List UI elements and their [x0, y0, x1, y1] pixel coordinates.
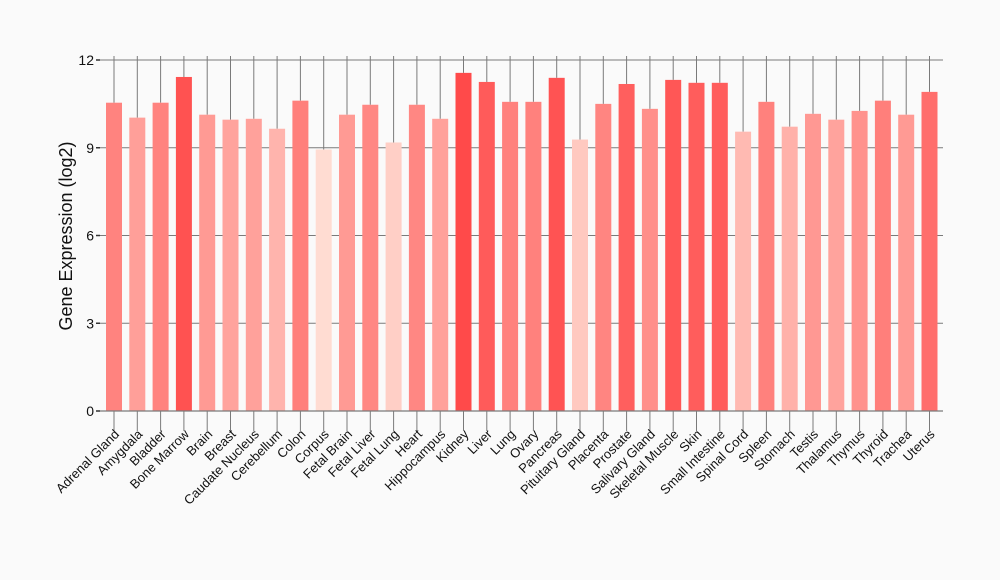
bar-amygdala: [129, 117, 146, 411]
y-tick-label: 3: [86, 315, 94, 331]
bar-lung: [502, 101, 519, 411]
bar-brain: [199, 114, 216, 411]
y-axis-label: Gene Expression (log2): [56, 141, 76, 330]
bar-fetal-liver: [362, 104, 379, 411]
bar-small-intestine: [711, 82, 728, 411]
bar-trachea: [898, 114, 915, 411]
bar-spinal-cord: [735, 131, 752, 411]
y-tick-label: 0: [86, 403, 94, 419]
bar-placenta: [595, 103, 612, 411]
bar-colon: [292, 100, 309, 411]
bar-pituitary-gland: [572, 139, 588, 411]
bar-liver: [478, 81, 495, 411]
bar-caudate-nucleus: [245, 118, 262, 411]
bar-heart: [408, 104, 425, 411]
bar-testis: [805, 113, 821, 411]
bar-salivary-gland: [641, 108, 658, 411]
bar-skin: [688, 82, 705, 411]
bar-uterus: [921, 91, 938, 411]
bar-kidney: [455, 72, 472, 412]
bar-hippocampus: [432, 118, 449, 411]
bar-bone-marrow: [175, 76, 192, 411]
bar-bladder: [152, 102, 169, 411]
y-axis: 0 3 6 9 12: [78, 52, 100, 419]
y-tick-label: 9: [86, 140, 94, 156]
bar-breast: [222, 119, 239, 412]
x-tick-label: Liver: [464, 426, 495, 457]
bar-fetal-lung: [385, 142, 402, 412]
y-tick-label: 6: [86, 228, 94, 244]
y-tick-label: 12: [78, 52, 94, 68]
bar-adrenal-gland: [106, 102, 122, 411]
bar-thalamus: [828, 119, 845, 412]
bar-fetal-brain: [339, 114, 355, 411]
bar-cerebellum: [269, 128, 286, 412]
bar-stomach: [781, 126, 798, 411]
bar-corpus: [315, 149, 332, 411]
bar-spleen: [758, 101, 775, 411]
bar-thymus: [851, 110, 868, 412]
bar-thyroid: [874, 100, 891, 411]
bar-prostate: [618, 83, 635, 412]
bar-pancreas: [548, 77, 565, 411]
bar-skeletal-muscle: [665, 79, 682, 411]
bar-stems: [113, 56, 930, 150]
bar-ovary: [525, 101, 542, 411]
bars: [106, 72, 938, 412]
